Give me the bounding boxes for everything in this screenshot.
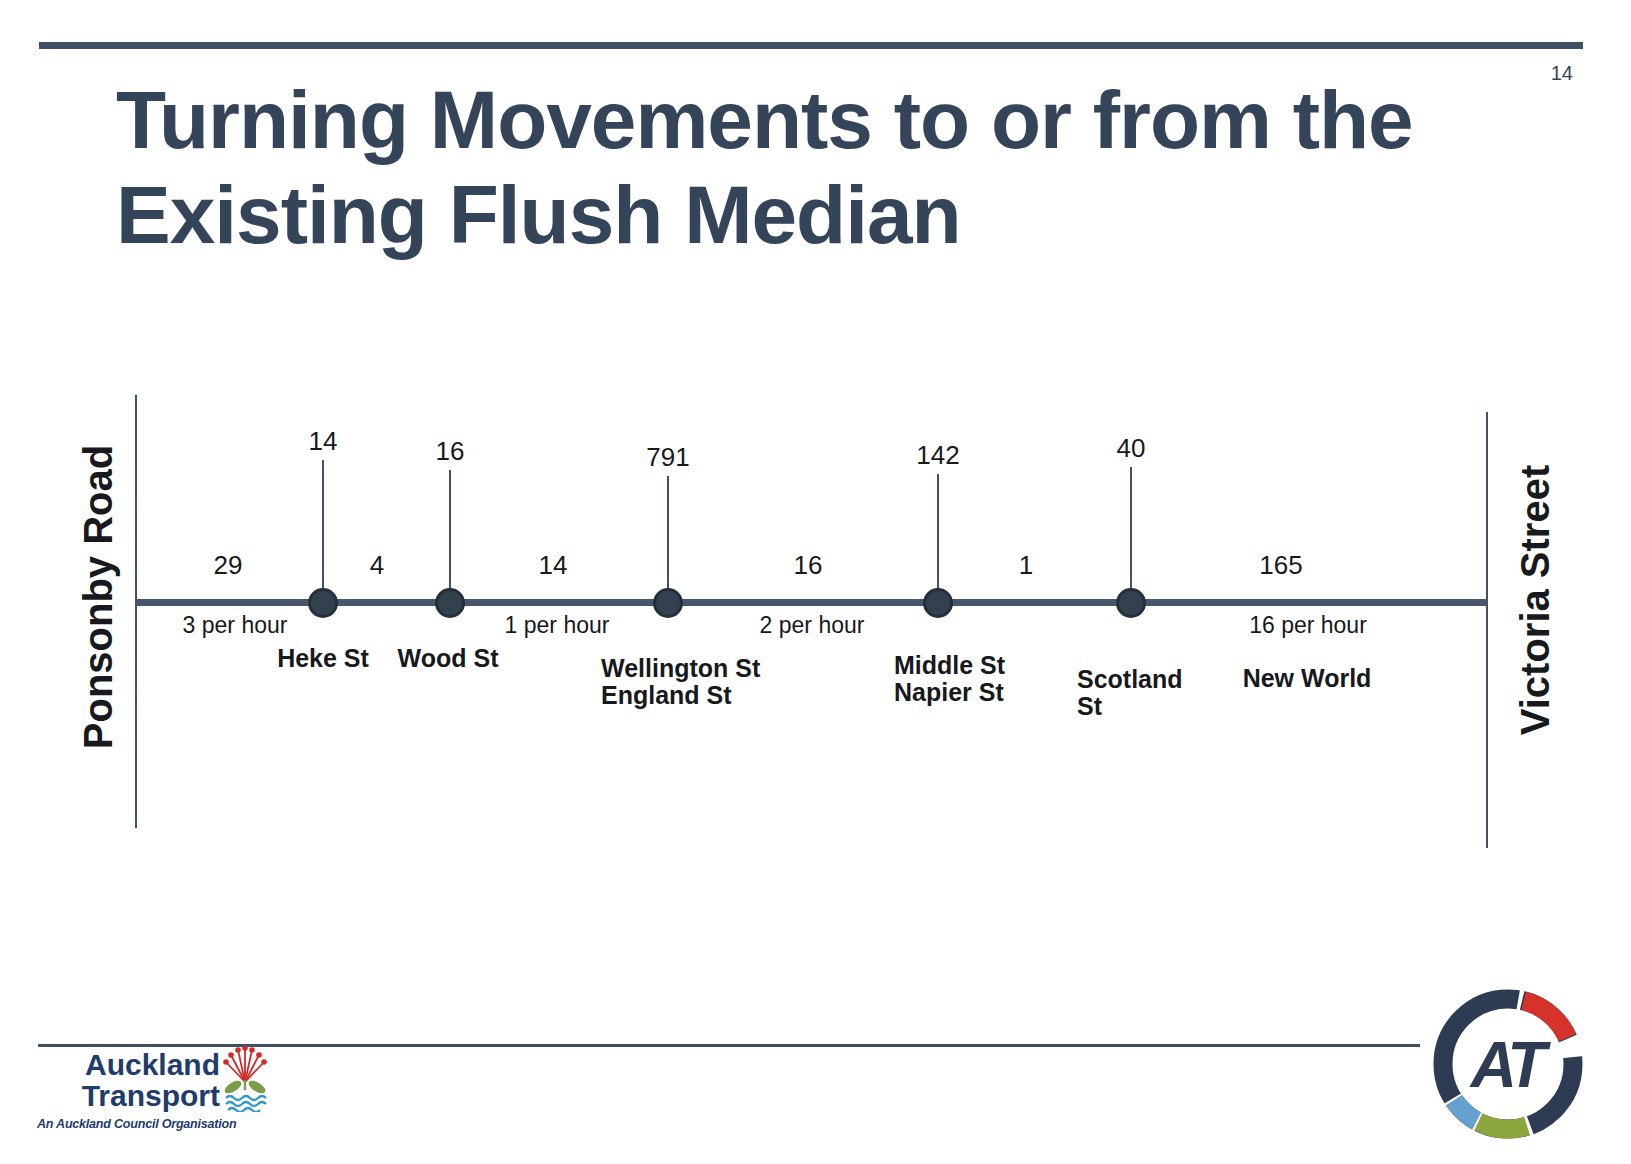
street-marker [653, 588, 683, 618]
street-label: Wood St [336, 645, 560, 672]
left-road-label: Ponsonby Road [76, 445, 121, 749]
segment-rate: 2 per hour [712, 612, 912, 638]
brand-word-1: Auckland [36, 1049, 220, 1080]
slide: 14 Turning Movements to or from the Exis… [0, 0, 1631, 1164]
page-number: 14 [1551, 62, 1573, 85]
turning-count: 14 [253, 428, 393, 454]
segment-rate: 1 per hour [457, 612, 657, 638]
at-monogram-text: AT [1469, 1029, 1551, 1101]
right-road-label: Victoria Street [1513, 465, 1558, 736]
at-logo: AT [1432, 988, 1584, 1140]
turning-count: 142 [868, 442, 1008, 468]
street-stem [322, 460, 324, 603]
segment-count: 1 [956, 552, 1096, 578]
brand-tagline: An Auckland Council Organisation [37, 1117, 237, 1131]
street-name-line2: St [1077, 693, 1301, 720]
segment-count: 16 [738, 552, 878, 578]
segment-count: 165 [1211, 552, 1351, 578]
auckland-transport-wordmark: Auckland Transport [36, 1049, 220, 1111]
slide-title-line1: Turning Movements to or from the [116, 79, 1413, 161]
slide-title-line2: Existing Flush Median [116, 174, 961, 256]
victoria-street-boundary-line [1486, 412, 1488, 848]
turning-count: 40 [1061, 435, 1201, 461]
segment-count: 14 [483, 552, 623, 578]
street-name-line1: Wood St [336, 645, 560, 672]
brand-word-2: Transport [36, 1080, 220, 1111]
street-stem [449, 470, 451, 603]
flush-median-road-line [136, 599, 1487, 606]
street-marker [1116, 588, 1146, 618]
turning-count: 791 [598, 444, 738, 470]
street-marker [923, 588, 953, 618]
street-label: Wellington StEngland St [601, 655, 825, 709]
street-stem [937, 474, 939, 603]
street-label: New World [1195, 665, 1419, 692]
street-name-line1: New World [1195, 665, 1419, 692]
street-name-line2: England St [601, 682, 825, 709]
segment-count: 4 [307, 552, 447, 578]
pohutukawa-flower-icon [222, 1046, 268, 1112]
segment-rate: 16 per hour [1208, 612, 1408, 638]
top-divider [39, 42, 1583, 49]
street-stem [1130, 467, 1132, 603]
segment-count: 29 [158, 552, 298, 578]
segment-rate: 3 per hour [135, 612, 335, 638]
turning-count: 16 [380, 438, 520, 464]
street-name-line1: Wellington St [601, 655, 825, 682]
street-stem [667, 476, 669, 603]
